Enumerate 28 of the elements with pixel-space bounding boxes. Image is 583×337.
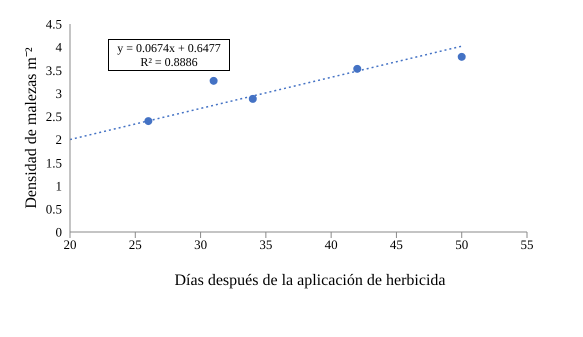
x-tick-label: 20 bbox=[64, 237, 76, 252]
y-tick-label: 4.5 bbox=[46, 16, 62, 32]
x-tick-label: 50 bbox=[455, 237, 468, 252]
x-tick-label: 40 bbox=[324, 237, 338, 252]
x-tick-label: 25 bbox=[128, 237, 142, 252]
y-tick-label: 3.5 bbox=[46, 62, 62, 78]
x-tick-label: 35 bbox=[259, 237, 272, 252]
y-tick-label: 3 bbox=[56, 86, 62, 101]
point bbox=[458, 52, 466, 61]
annotation: y = 0.0674x + 0.6477 bbox=[116, 41, 222, 55]
x-tick-label: 45 bbox=[390, 237, 403, 252]
annotation: R² = 0.8886 bbox=[139, 55, 199, 69]
y-tick-label: 0 bbox=[56, 224, 62, 240]
y-tick-label: 4 bbox=[56, 40, 62, 55]
y-tick-label: 2 bbox=[56, 132, 62, 148]
y-tick-label: 1 bbox=[56, 178, 62, 194]
x-tick-label: 30 bbox=[194, 237, 208, 252]
y-axis-title: Densidad de malezas m⁻² bbox=[22, 47, 41, 209]
point bbox=[210, 76, 218, 85]
point bbox=[353, 64, 362, 73]
y-tick-label: 0.5 bbox=[46, 202, 62, 217]
x-tick-label: 55 bbox=[520, 237, 534, 252]
point bbox=[144, 117, 152, 126]
point bbox=[248, 94, 257, 103]
equation-box: y = 0.0674x + 0.6477 R² = 0.8886 bbox=[108, 39, 230, 71]
y-tick-label: 1.5 bbox=[46, 155, 62, 170]
y-tick-label: 2.5 bbox=[46, 109, 62, 124]
x-axis-title: Días después de la aplicación de herbicida bbox=[174, 272, 446, 290]
